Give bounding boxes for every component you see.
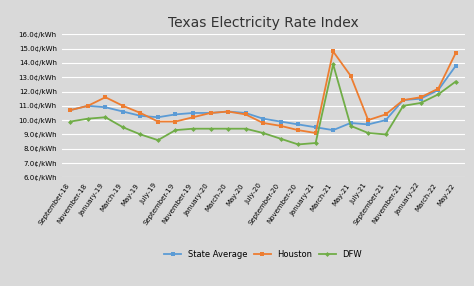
DFW: [243, 127, 248, 130]
DFW: [67, 120, 73, 123]
Houston: [120, 104, 126, 108]
State Average: [278, 120, 283, 123]
Houston: [137, 111, 143, 115]
DFW: [225, 127, 231, 130]
State Average: [243, 111, 248, 115]
Houston: [383, 113, 389, 116]
State Average: [330, 128, 336, 132]
Line: Houston: Houston: [68, 49, 458, 135]
Houston: [436, 87, 441, 90]
State Average: [225, 110, 231, 113]
State Average: [313, 126, 319, 129]
DFW: [436, 93, 441, 96]
State Average: [260, 117, 266, 120]
Houston: [67, 108, 73, 112]
State Average: [155, 116, 161, 119]
DFW: [418, 101, 424, 105]
Houston: [190, 116, 196, 119]
Houston: [401, 98, 406, 102]
DFW: [155, 138, 161, 142]
Houston: [225, 110, 231, 113]
Line: DFW: DFW: [69, 63, 457, 146]
State Average: [102, 106, 108, 109]
DFW: [85, 117, 91, 120]
Houston: [313, 131, 319, 135]
State Average: [436, 88, 441, 92]
DFW: [137, 133, 143, 136]
State Average: [137, 114, 143, 118]
DFW: [173, 128, 178, 132]
DFW: [453, 80, 459, 83]
DFW: [330, 63, 336, 66]
Houston: [348, 74, 354, 78]
Line: State Average: State Average: [68, 64, 458, 132]
State Average: [365, 123, 371, 126]
Houston: [453, 51, 459, 55]
DFW: [208, 127, 213, 130]
Houston: [330, 50, 336, 53]
Houston: [155, 120, 161, 123]
State Average: [418, 97, 424, 100]
Houston: [278, 124, 283, 128]
Houston: [173, 120, 178, 123]
DFW: [365, 131, 371, 135]
State Average: [173, 113, 178, 116]
Houston: [102, 96, 108, 99]
Legend: State Average, Houston, DFW: State Average, Houston, DFW: [164, 250, 362, 259]
Houston: [295, 128, 301, 132]
Houston: [418, 96, 424, 99]
State Average: [453, 64, 459, 67]
State Average: [295, 123, 301, 126]
State Average: [67, 108, 73, 112]
DFW: [348, 124, 354, 128]
State Average: [85, 104, 91, 108]
DFW: [260, 131, 266, 135]
State Average: [120, 110, 126, 113]
State Average: [348, 121, 354, 125]
DFW: [383, 133, 389, 136]
DFW: [190, 127, 196, 130]
Houston: [365, 118, 371, 122]
State Average: [190, 111, 196, 115]
DFW: [295, 143, 301, 146]
Houston: [208, 111, 213, 115]
State Average: [208, 111, 213, 115]
DFW: [278, 137, 283, 140]
Houston: [85, 104, 91, 108]
Title: Texas Electricity Rate Index: Texas Electricity Rate Index: [168, 16, 358, 30]
DFW: [313, 141, 319, 145]
State Average: [383, 118, 389, 122]
Houston: [243, 113, 248, 116]
DFW: [102, 116, 108, 119]
DFW: [401, 104, 406, 108]
State Average: [401, 98, 406, 102]
DFW: [120, 126, 126, 129]
Houston: [260, 121, 266, 125]
